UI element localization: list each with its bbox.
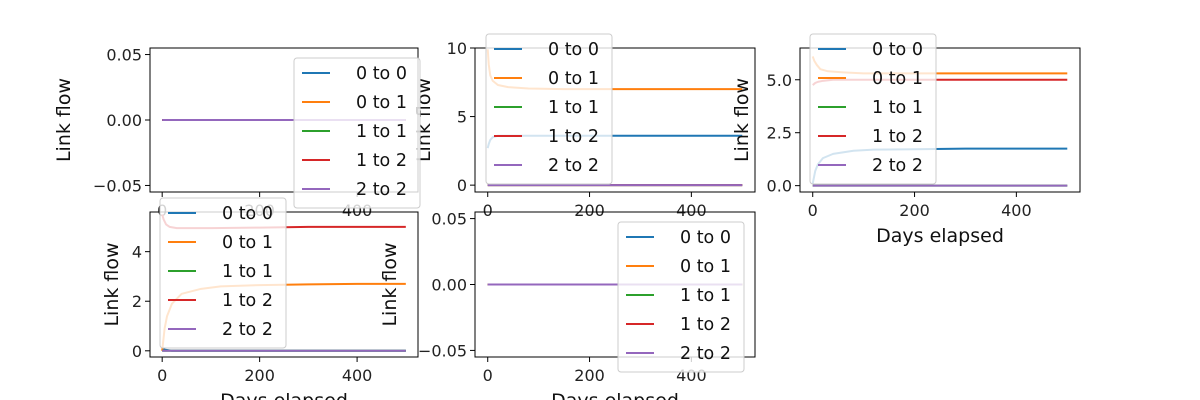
legend-entry: 1 to 1 [872, 98, 923, 118]
legend-1: 0 to 0 0 to 1 1 to 1 1 to 2 2 to 2 [293, 57, 421, 209]
x-tick-label: 400 [676, 201, 707, 220]
x-tick-label: 0 [157, 366, 167, 385]
x-tick-label: 200 [899, 201, 930, 220]
y-tick-label: 5.0 [767, 71, 792, 90]
x-tick-label: 0 [483, 366, 493, 385]
y-tick-label: −0.05 [418, 341, 467, 360]
x-tick-label: 200 [574, 201, 605, 220]
legend-5: 0 to 0 0 to 1 1 to 1 1 to 2 2 to 2 [617, 221, 745, 373]
x-axis-label: Days elapsed [220, 390, 348, 400]
y-axis-label: Link flow [731, 78, 753, 162]
legend-entry: 1 to 2 [548, 127, 599, 147]
legend-entry: 0 to 1 [356, 93, 407, 113]
legend-entry: 0 to 0 [548, 40, 599, 60]
axes-frame [799, 47, 1081, 193]
y-axis-label: Link flow [379, 242, 401, 326]
legend-entry: 1 to 1 [356, 122, 407, 142]
legend-entry: 0 to 1 [872, 69, 923, 89]
y-axis-label: Link flow [101, 242, 123, 326]
x-tick-label: 0 [483, 201, 493, 220]
legend-entry: 0 to 0 [222, 204, 273, 224]
legend-entry: 0 to 1 [680, 257, 731, 277]
legend-4: 0 to 0 0 to 1 1 to 1 1 to 2 2 to 2 [159, 197, 287, 349]
y-tick-label: 0.00 [106, 111, 142, 130]
legend-entry: 1 to 2 [872, 127, 923, 147]
legend-entry: 1 to 1 [548, 98, 599, 118]
legend-entry: 0 to 0 [356, 64, 407, 84]
x-tick-label: 200 [574, 366, 605, 385]
y-tick-label: 0.05 [106, 46, 142, 65]
x-tick-label: 400 [1001, 201, 1032, 220]
y-tick-label: 0.00 [431, 276, 467, 295]
y-tick-label: 0 [132, 342, 142, 361]
x-tick-label: 0 [808, 201, 818, 220]
x-axis-label: Days elapsed [551, 390, 679, 400]
x-tick-label: 200 [244, 366, 275, 385]
x-tick-label: 400 [342, 366, 373, 385]
legend-2: 0 to 0 0 to 1 1 to 1 1 to 2 2 to 2 [485, 33, 613, 185]
legend-entry: 2 to 2 [356, 180, 407, 200]
legend-entry: 0 to 1 [548, 69, 599, 89]
legend-entry: 2 to 2 [222, 320, 273, 340]
legend-entry: 2 to 2 [680, 344, 731, 364]
legend-frame [159, 197, 287, 349]
legend-frame [617, 221, 745, 373]
y-tick-label: 5 [457, 108, 467, 127]
y-tick-label: 4 [132, 243, 142, 262]
y-tick-label: 2.5 [767, 124, 792, 143]
y-tick-label: 0.05 [431, 210, 467, 229]
legend-entry: 2 to 2 [872, 156, 923, 176]
legend-3: 0 to 0 0 to 1 1 to 1 1 to 2 2 to 2 [809, 33, 937, 185]
legend-frame [809, 33, 937, 185]
legend-entry: 0 to 0 [680, 228, 731, 248]
legend-entry: 1 to 2 [356, 151, 407, 171]
y-axis-label: Link flow [53, 78, 75, 162]
legend-frame [293, 57, 421, 209]
y-tick-label: −0.05 [93, 176, 142, 195]
y-tick-label: 0 [457, 176, 467, 195]
axes-frame [474, 47, 756, 193]
legend-entry: 1 to 1 [680, 286, 731, 306]
y-tick-label: 2 [132, 292, 142, 311]
legend-frame [485, 33, 613, 185]
x-axis-label: Days elapsed [876, 225, 1004, 247]
legend-entry: 0 to 1 [222, 233, 273, 253]
legend-entry: 2 to 2 [548, 156, 599, 176]
y-tick-label: 10 [447, 39, 467, 58]
legend-entry: 1 to 1 [222, 262, 273, 282]
legend-entry: 0 to 0 [872, 40, 923, 60]
y-tick-label: 0.0 [767, 177, 792, 196]
legend-entry: 1 to 2 [222, 291, 273, 311]
legend-entry: 1 to 2 [680, 315, 731, 335]
